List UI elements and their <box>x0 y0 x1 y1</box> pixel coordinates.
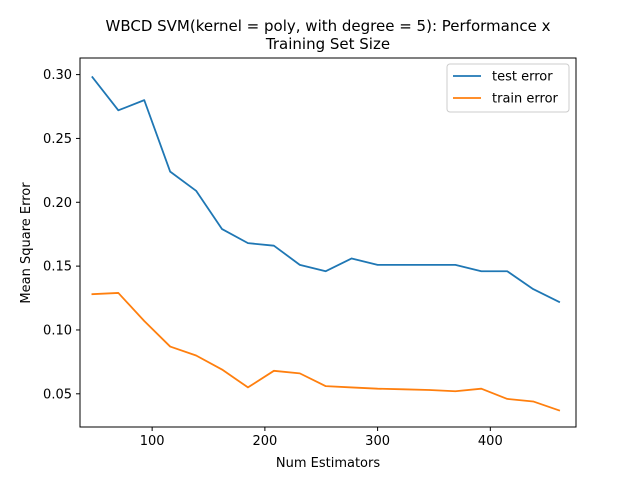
x-axis: 100 200 300 400 <box>140 427 503 449</box>
data-point <box>247 242 249 244</box>
data-point <box>402 264 405 266</box>
x-axis-label: Num Estimators <box>276 456 380 471</box>
data-point <box>91 76 93 78</box>
data-point <box>532 288 534 290</box>
data-point <box>299 264 301 266</box>
data-point <box>117 292 119 294</box>
y-axis-label: Mean Square Error <box>19 182 34 304</box>
plot-frame <box>79 57 577 428</box>
legend-items: test error train error <box>453 70 559 107</box>
data-point <box>454 390 456 392</box>
x-tick-label: 400 <box>478 434 503 449</box>
data-point <box>169 345 171 348</box>
data-point <box>221 368 223 371</box>
data-point <box>273 370 275 372</box>
plot-lines <box>91 75 561 412</box>
x-tick-label: 200 <box>252 434 277 449</box>
data-point <box>558 301 560 303</box>
y-tick-label: 0.20 <box>43 196 72 211</box>
y-tick-label: 0.10 <box>43 323 72 338</box>
data-point <box>558 409 560 411</box>
y-tick-label: 0.15 <box>43 260 72 275</box>
data-point <box>247 386 249 389</box>
data-point <box>169 171 171 173</box>
data-point <box>221 228 223 230</box>
data-point <box>195 190 197 192</box>
data-point <box>428 264 431 266</box>
data-point <box>402 388 405 390</box>
data-point <box>506 270 508 272</box>
y-tick-label: 0.30 <box>43 68 72 83</box>
data-point <box>480 388 482 390</box>
data-point <box>325 385 327 387</box>
data-point <box>117 109 119 111</box>
data-point <box>325 270 327 272</box>
data-point <box>143 320 145 322</box>
data-point <box>273 245 275 247</box>
x-tick-label: 100 <box>140 434 165 449</box>
y-axis: 0.05 0.10 0.15 0.20 0.25 0.30 <box>43 68 80 402</box>
data-point <box>91 293 93 295</box>
y-tick-label: 0.05 <box>43 387 72 402</box>
data-point <box>428 389 431 391</box>
legend: test error train error <box>446 63 570 113</box>
data-point <box>143 99 145 101</box>
data-point <box>454 264 456 266</box>
data-point <box>506 398 508 400</box>
legend-label-0: test error <box>492 70 553 85</box>
data-point <box>480 270 482 272</box>
data-point <box>377 388 379 390</box>
chart-title-line-1: WBCD SVM(kernel = poly, with degree = 5)… <box>106 17 551 35</box>
x-tick-label: 300 <box>365 434 390 449</box>
chart-title-line-2: Training Set Size <box>265 35 390 53</box>
data-point <box>195 354 197 357</box>
data-point <box>351 386 353 389</box>
data-point <box>532 400 534 403</box>
legend-label-1: train error <box>492 92 559 107</box>
data-point <box>377 264 379 266</box>
data-point <box>299 372 301 374</box>
y-tick-label: 0.25 <box>43 132 72 147</box>
data-point <box>351 257 353 260</box>
